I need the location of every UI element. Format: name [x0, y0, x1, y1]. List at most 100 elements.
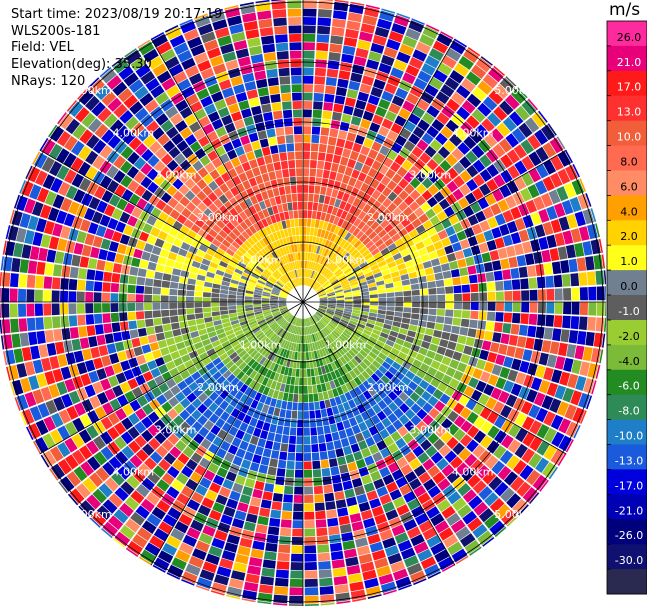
velocity-gate — [551, 431, 565, 448]
velocity-gate — [371, 189, 381, 200]
velocity-gate — [320, 186, 327, 195]
velocity-gate — [368, 312, 378, 318]
velocity-gate — [541, 249, 552, 263]
velocity-gate — [330, 233, 337, 242]
velocity-gate — [313, 314, 320, 321]
velocity-gate — [480, 420, 493, 434]
velocity-gate — [561, 199, 574, 215]
velocity-gate — [381, 233, 391, 243]
velocity-gate — [432, 388, 444, 400]
velocity-gate — [310, 143, 319, 152]
velocity-gate — [371, 235, 381, 244]
velocity-gate — [315, 50, 328, 60]
velocity-gate — [506, 149, 520, 164]
velocity-gate — [386, 180, 398, 191]
velocity-gate — [389, 330, 399, 338]
velocity-gate — [344, 308, 353, 313]
velocity-gate — [543, 367, 554, 381]
velocity-gate — [325, 250, 332, 259]
velocity-gate — [542, 221, 554, 236]
velocity-gate — [303, 159, 310, 168]
velocity-gate — [467, 214, 479, 226]
velocity-gate — [470, 459, 484, 473]
velocity-gate — [375, 152, 386, 164]
velocity-gate — [526, 226, 538, 240]
velocity-gate — [393, 316, 402, 323]
velocity-gate — [314, 84, 325, 93]
velocity-gate — [553, 274, 563, 288]
velocity-gate — [433, 165, 446, 178]
velocity-gate — [315, 273, 321, 281]
velocity-gate — [345, 351, 354, 360]
velocity-gate — [343, 310, 352, 315]
velocity-gate — [313, 194, 320, 203]
velocity-gate — [578, 316, 588, 331]
velocity-gate — [346, 132, 357, 142]
velocity-gate — [419, 152, 431, 164]
velocity-gate — [398, 107, 411, 120]
velocity-gate — [454, 127, 468, 141]
velocity-gate — [366, 256, 375, 264]
velocity-gate — [522, 241, 533, 254]
velocity-gate — [377, 260, 387, 268]
velocity-gate — [316, 286, 323, 292]
velocity-gate — [372, 268, 381, 275]
velocity-gate — [333, 315, 341, 321]
velocity-gate — [310, 270, 315, 279]
velocity-gate — [318, 293, 327, 297]
velocity-gate — [378, 365, 388, 375]
velocity-gate — [525, 199, 538, 214]
velocity-gate — [403, 341, 413, 349]
velocity-gate — [541, 340, 552, 353]
velocity-gate — [341, 113, 352, 124]
velocity-gate — [329, 171, 337, 181]
velocity-gate — [303, 252, 306, 260]
velocity-gate — [327, 261, 335, 270]
velocity-gate — [361, 295, 370, 299]
velocity-gate — [399, 328, 408, 335]
velocity-gate — [325, 325, 333, 333]
velocity-gate — [419, 34, 435, 47]
velocity-gate — [556, 401, 570, 417]
velocity-gate — [585, 193, 592, 207]
velocity-gate — [321, 279, 329, 286]
velocity-gate — [387, 202, 397, 213]
velocity-gate — [562, 230, 574, 245]
velocity-gate — [355, 341, 364, 349]
velocity-gate — [365, 367, 374, 377]
velocity-gate — [469, 130, 483, 144]
velocity-gate — [377, 229, 387, 239]
velocity-gate — [599, 349, 604, 364]
velocity-gate — [453, 415, 466, 428]
velocity-gate — [470, 389, 483, 402]
velocity-gate — [496, 122, 511, 137]
velocity-gate — [357, 91, 369, 102]
velocity-gate — [587, 271, 596, 286]
velocity-gate — [452, 277, 461, 286]
velocity-gate — [324, 314, 332, 320]
velocity-gate — [551, 261, 562, 275]
velocity-gate — [338, 323, 347, 329]
velocity-gate — [328, 274, 335, 281]
velocity-gate — [350, 72, 363, 83]
velocity-gate — [427, 366, 438, 377]
velocity-gate — [368, 316, 377, 321]
velocity-gate — [436, 210, 448, 222]
velocity-gate — [310, 160, 317, 169]
velocity-gate — [493, 174, 506, 188]
velocity-gate — [344, 329, 352, 336]
velocity-gate — [500, 487, 515, 503]
velocity-gate — [551, 369, 563, 384]
velocity-gate — [454, 38, 467, 48]
velocity-gate — [307, 252, 311, 261]
velocity-gate — [303, 84, 314, 93]
velocity-gate — [347, 275, 356, 282]
velocity-gate — [345, 184, 354, 195]
velocity-gate — [433, 329, 443, 338]
velocity-gate — [494, 415, 507, 429]
velocity-gate — [340, 279, 349, 285]
velocity-gate — [434, 400, 446, 412]
velocity-gate — [373, 78, 386, 90]
velocity-gate — [412, 359, 423, 369]
velocity-gate — [362, 214, 371, 224]
